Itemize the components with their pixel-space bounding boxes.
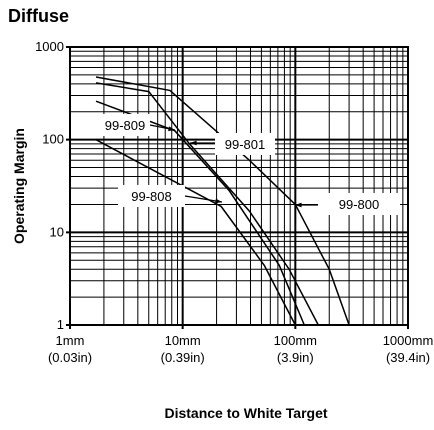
y-tick-label: 10 (50, 224, 64, 239)
x-tick-label: 1000mm (39.4in) (383, 333, 434, 365)
x-tick-label: 1mm (0.03in) (48, 333, 92, 365)
x-tick-label: 100mm (3.9in) (274, 333, 317, 365)
arrow-head (215, 198, 222, 204)
series-label-box (215, 133, 275, 155)
series-label-box (318, 193, 400, 215)
y-tick-label: 100 (42, 132, 64, 147)
y-tick-label: 1 (57, 317, 64, 332)
line-series (95, 82, 319, 326)
series-label: 99-801 (225, 137, 265, 152)
arrow-head (168, 126, 175, 132)
y-tick-label: 1000 (35, 39, 64, 54)
series-label: 99-808 (131, 189, 171, 204)
line-series (95, 76, 350, 326)
series-label: 99-800 (339, 197, 379, 212)
series-label-box (118, 185, 185, 207)
x-tick-label: 10mm (0.39in) (161, 333, 205, 365)
line-series (95, 139, 296, 326)
x-axis-label: Distance to White Target (164, 405, 327, 421)
plot-frame (69, 46, 409, 326)
chart-title: Diffuse (8, 6, 69, 26)
arrow-head (190, 140, 197, 146)
series-label-box (100, 114, 150, 136)
arrow-head (295, 202, 302, 208)
y-axis-label: Operating Margin (11, 128, 27, 244)
series-label: 99-809 (105, 118, 145, 133)
